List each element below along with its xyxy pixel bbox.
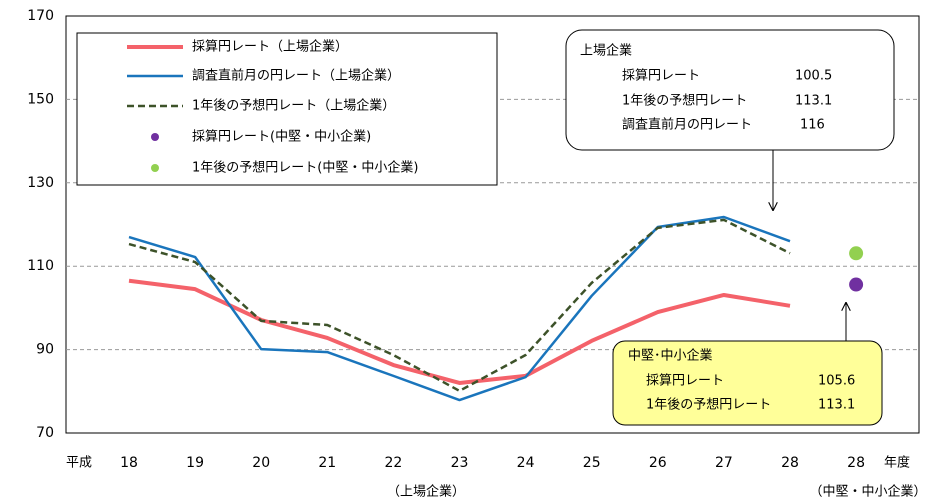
callout-label: 1年後の予想円レート [622,93,747,109]
group-label: （中堅・中小企業） [809,484,926,500]
callout-value: 113.1 [818,398,855,413]
y-tick-label: 150 [27,91,54,107]
x-tick-label: 20 [252,455,270,471]
callout-box [565,29,895,151]
callout-label: 採算円レート [646,374,724,389]
legend-label: 採算円レート(中堅・中小企業) [192,129,371,145]
series-line [128,218,791,393]
y-tick-label: 70 [36,425,54,441]
callout-value: 116 [800,118,825,133]
series-line [128,278,791,385]
x-tick-label: 28 [847,455,865,471]
callout-label: 調査直前月の円レート [622,117,752,133]
plot-frame [65,15,920,434]
x-tick-label: 27 [715,455,733,471]
y-tick-label: 110 [27,258,54,274]
x-tick-label: 21 [318,455,336,471]
legend-swatch [151,164,159,172]
callout-value: 105.6 [818,374,855,389]
legend-swatch [151,133,159,141]
callout-label: 採算円レート [622,69,700,84]
x-tick-label: 26 [649,455,667,471]
x-tick-label: 24 [517,455,535,471]
x-tick-label: 25 [583,455,601,471]
callout-value: 100.5 [795,69,832,84]
dot [849,246,864,261]
group-label: （上場企業） [387,484,465,500]
x-tick-label: 22 [384,455,402,471]
legend-label: 1年後の予想円レート(中堅・中小企業) [192,160,418,176]
legend-label: 調査直前月の円レート（上場企業） [192,68,400,84]
legend-label: 採算円レート（上場企業） [192,39,348,55]
x-tick-label: 19 [186,455,204,471]
series-line [128,215,791,402]
x-suffix: 年度 [884,455,910,471]
callout-value: 113.1 [795,94,832,109]
callout-title: 上場企業 [580,43,632,59]
legend-label: 1年後の予想円レート（上場企業） [192,98,395,114]
callout-label: 1年後の予想円レート [646,397,771,413]
x-tick-label: 28 [781,455,799,471]
callout-title: 中堅･中小企業 [628,348,713,364]
y-tick-label: 130 [27,175,54,191]
x-tick-label: 23 [451,455,469,471]
dot [849,277,864,292]
callout-box [612,340,883,426]
y-tick-label: 90 [36,342,54,358]
y-tick-label: 170 [27,8,54,24]
legend-box [76,32,498,186]
x-prefix: 平成 [66,456,92,471]
x-tick-label: 18 [120,455,138,471]
